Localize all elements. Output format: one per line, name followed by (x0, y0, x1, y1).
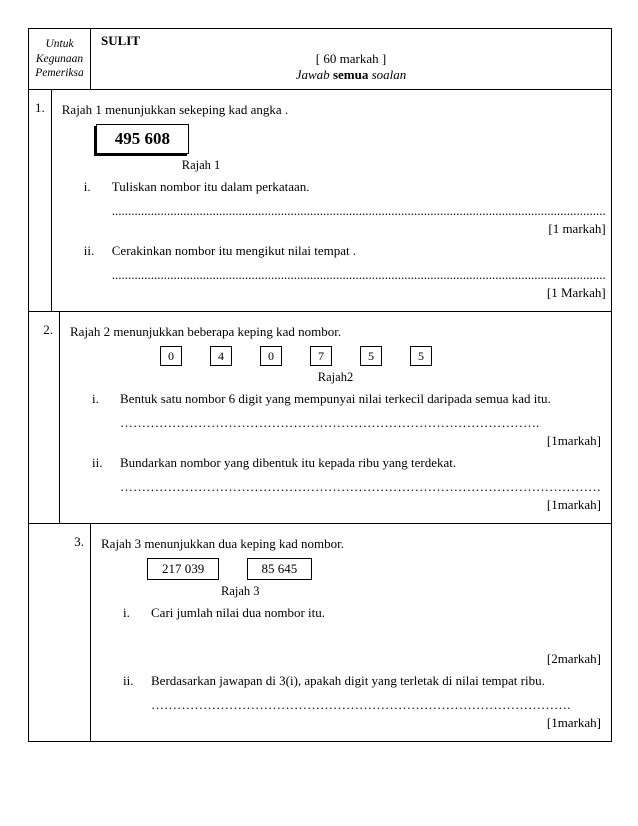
q1-number-card: 495 608 (96, 124, 189, 154)
question-2-row: 2. Rajah 2 menunjukkan beberapa keping k… (29, 312, 611, 524)
sub-text: Bundarkan nombor yang dibentuk itu kepad… (120, 455, 601, 471)
header-row: Untuk Kegunaan Pemeriksa SULIT [ 60 mark… (29, 29, 611, 90)
examiner-use-label: Untuk Kegunaan Pemeriksa (29, 29, 91, 89)
question-number-2: 2. (29, 312, 60, 523)
q3-i-marks: [2markah] (101, 651, 601, 667)
q2-i-marks: [1markah] (70, 433, 601, 449)
sub-text: Tuliskan nombor itu dalam perkataan. (112, 179, 606, 195)
sub-label: ii. (123, 673, 151, 689)
digit-card: 5 (410, 346, 432, 366)
answer-line[interactable] (151, 697, 601, 713)
q1-stem: Rajah 1 menunjukkan sekeping kad angka . (62, 102, 606, 118)
sub-text: Cari jumlah nilai dua nombor itu. (151, 605, 601, 621)
sub-text: Berdasarkan jawapan di 3(i), apakah digi… (151, 673, 601, 689)
q1-i-marks: [1 markah] (62, 221, 606, 237)
q1-sub-ii: ii. Cerakinkan nombor itu mengikut nilai… (84, 243, 606, 259)
q1-ii-marks: [1 Markah] (62, 285, 606, 301)
digit-card: 0 (260, 346, 282, 366)
work-space[interactable] (101, 621, 601, 649)
q3-cards: 217 039 85 645 (147, 558, 601, 580)
q3-caption: Rajah 3 (221, 584, 601, 599)
q3-card-a: 217 039 (147, 558, 219, 580)
q2-sub-i: i. Bentuk satu nombor 6 digit yang mempu… (92, 391, 601, 407)
q3-stem: Rajah 3 menunjukkan dua keping kad nombo… (101, 536, 601, 552)
q2-sub-ii: ii. Bundarkan nombor yang dibentuk itu k… (92, 455, 601, 471)
sub-label: ii. (92, 455, 120, 471)
digit-card: 4 (210, 346, 232, 366)
q3-card-b: 85 645 (247, 558, 313, 580)
sub-label: i. (84, 179, 112, 195)
answer-instruction: Jawab semua soalan (101, 67, 601, 83)
sub-label: i. (123, 605, 151, 621)
q3-sub-i: i. Cari jumlah nilai dua nombor itu. (123, 605, 601, 621)
answer-line[interactable] (120, 479, 601, 495)
question-number-3: 3. (29, 524, 91, 741)
answer-line[interactable] (120, 415, 601, 431)
q2-stem: Rajah 2 menunjukkan beberapa keping kad … (70, 324, 601, 340)
q1-caption: Rajah 1 (182, 158, 606, 173)
question-2-body: Rajah 2 menunjukkan beberapa keping kad … (60, 312, 611, 523)
question-1-body: Rajah 1 menunjukkan sekeping kad angka .… (52, 90, 616, 311)
q2-caption: Rajah2 (70, 370, 601, 385)
question-3-row: 3. Rajah 3 menunjukkan dua keping kad no… (29, 524, 611, 741)
total-marks: [ 60 markah ] (101, 51, 601, 67)
digit-card: 0 (160, 346, 182, 366)
sub-label: ii. (84, 243, 112, 259)
q1-sub-i: i. Tuliskan nombor itu dalam perkataan. (84, 179, 606, 195)
header-body: SULIT [ 60 markah ] Jawab semua soalan (91, 29, 611, 89)
classification-label: SULIT (101, 33, 601, 49)
q2-ii-marks: [1markah] (70, 497, 601, 513)
sub-text: Cerakinkan nombor itu mengikut nilai tem… (112, 243, 606, 259)
sub-text: Bentuk satu nombor 6 digit yang mempunya… (120, 391, 601, 407)
sub-label: i. (92, 391, 120, 407)
digit-card: 5 (360, 346, 382, 366)
question-number-1: 1. (29, 90, 52, 311)
q3-sub-ii: ii. Berdasarkan jawapan di 3(i), apakah … (123, 673, 601, 689)
digit-card: 7 (310, 346, 332, 366)
q3-ii-marks: [1markah] (101, 715, 601, 731)
question-3-body: Rajah 3 menunjukkan dua keping kad nombo… (91, 524, 611, 741)
q2-digit-cards: 0 4 0 7 5 5 (160, 346, 601, 366)
question-1-row: 1. Rajah 1 menunjukkan sekeping kad angk… (29, 90, 611, 312)
exam-sheet: Untuk Kegunaan Pemeriksa SULIT [ 60 mark… (28, 28, 612, 742)
answer-line[interactable] (112, 203, 606, 219)
answer-line[interactable] (112, 267, 606, 283)
